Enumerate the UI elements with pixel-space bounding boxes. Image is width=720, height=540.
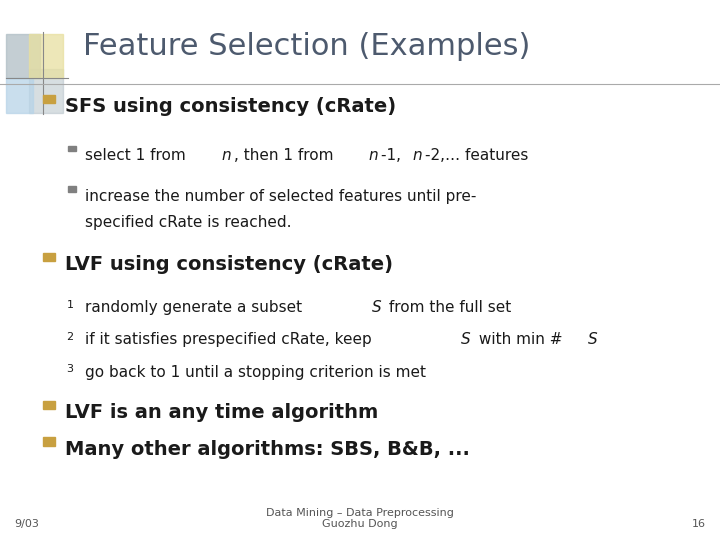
Text: S: S [588,332,598,347]
Text: 3: 3 [66,364,73,375]
Text: Data Mining – Data Preprocessing
Guozhu Dong: Data Mining – Data Preprocessing Guozhu … [266,508,454,529]
Text: 16: 16 [692,519,706,529]
Text: go back to 1 until a stopping criterion is met: go back to 1 until a stopping criterion … [85,364,426,380]
Text: n: n [413,148,423,164]
Text: , then 1 from: , then 1 from [234,148,338,164]
Text: select 1 from: select 1 from [85,148,191,164]
Bar [43,94,55,103]
Text: increase the number of selected features until pre-: increase the number of selected features… [85,189,477,204]
Bar [29,69,63,113]
Text: LVF is an any time algorithm: LVF is an any time algorithm [65,403,378,422]
Text: 1: 1 [66,300,73,310]
Text: 2: 2 [66,332,73,342]
Text: SFS using consistency (cRate): SFS using consistency (cRate) [65,97,396,116]
Text: 9/03: 9/03 [14,519,40,529]
Text: S: S [372,300,381,315]
Text: n: n [369,148,378,164]
Bar [43,437,55,446]
Text: if it satisfies prespecified cRate, keep: if it satisfies prespecified cRate, keep [85,332,377,347]
Bar [29,34,63,78]
Text: LVF using consistency (cRate): LVF using consistency (cRate) [65,255,393,274]
Bar [43,401,55,409]
Text: Feature Selection (Examples): Feature Selection (Examples) [83,32,530,62]
Bar [68,186,76,192]
Bar [6,34,40,78]
Text: with min #: with min # [474,332,562,347]
Text: Many other algorithms: SBS, B&B, ...: Many other algorithms: SBS, B&B, ... [65,440,469,459]
Bar [68,145,76,151]
Bar [43,253,55,261]
Text: randomly generate a subset: randomly generate a subset [85,300,307,315]
Bar [6,78,33,113]
Text: from the full set: from the full set [384,300,511,315]
Text: -1,: -1, [381,148,405,164]
Text: n: n [221,148,231,164]
Text: S: S [462,332,471,347]
Text: -2,… features: -2,… features [426,148,528,164]
Text: specified cRate is reached.: specified cRate is reached. [85,215,292,230]
